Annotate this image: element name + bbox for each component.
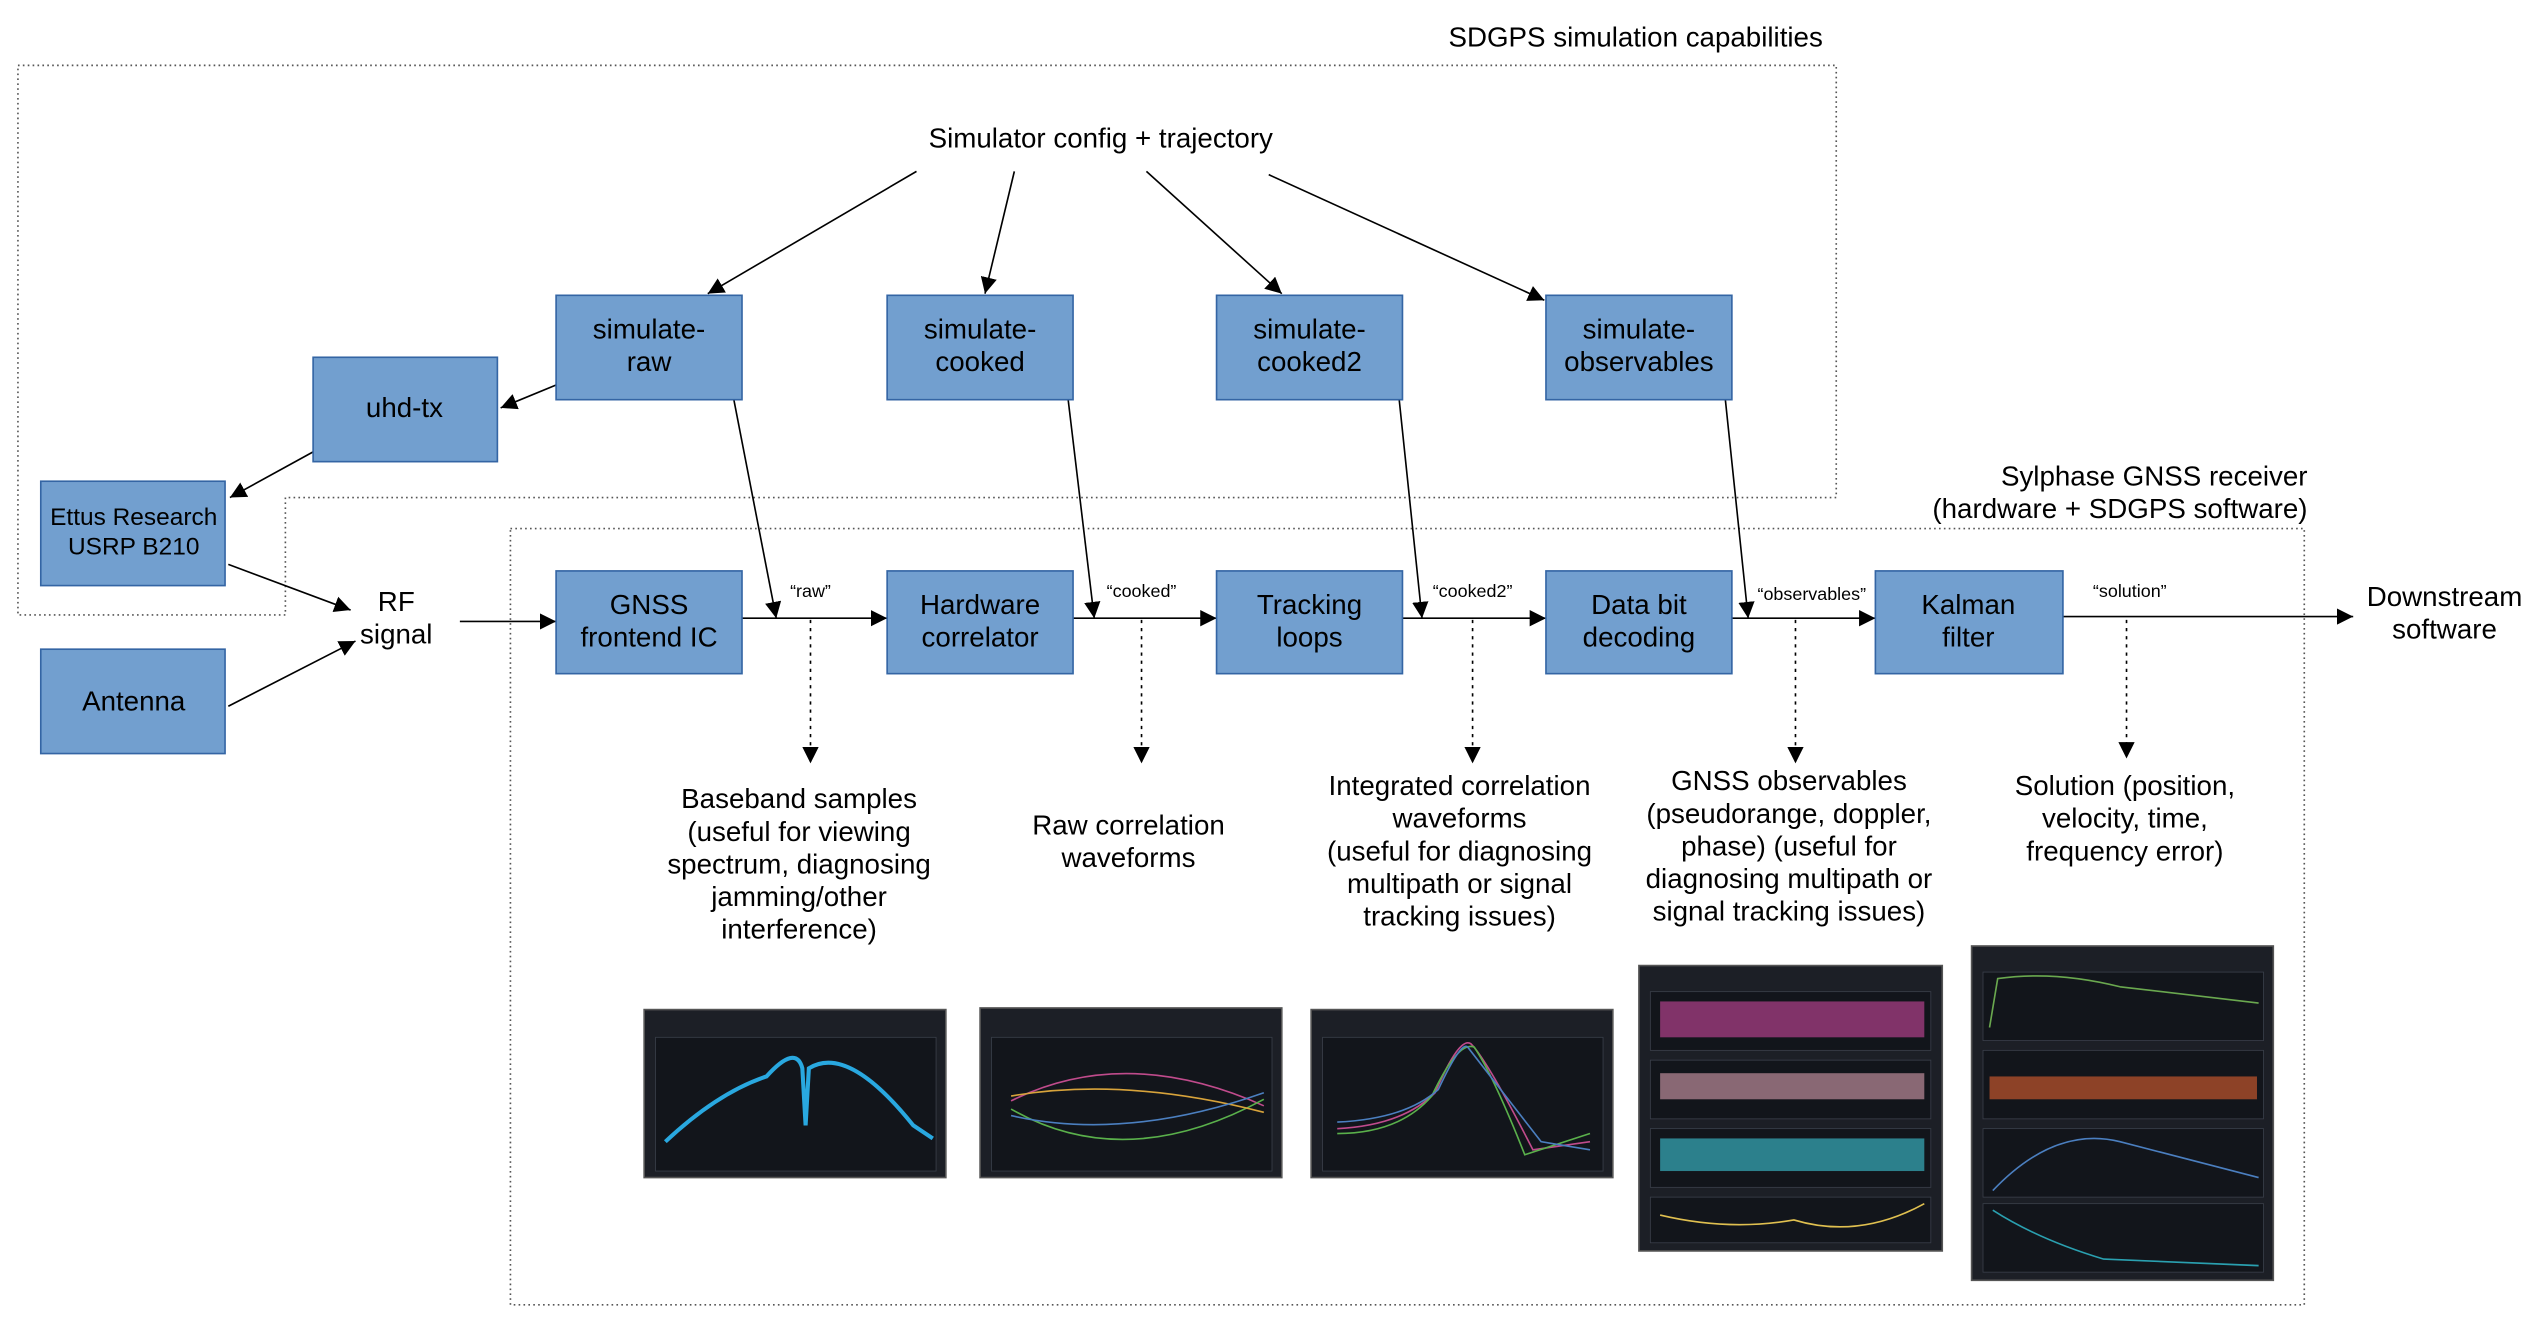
output-description: interference) — [721, 914, 877, 945]
node-box — [1215, 570, 1404, 675]
edge — [1724, 399, 1755, 619]
node-box — [555, 570, 743, 675]
output-description: phase) (useful for — [1681, 830, 1897, 861]
node-box — [1545, 294, 1733, 401]
thumbnail — [1970, 945, 2275, 1282]
edge — [229, 451, 314, 499]
node-label: Data bit — [1591, 589, 1687, 620]
edge — [1067, 399, 1101, 619]
group-title: (hardware + SDGPS software) — [1932, 493, 2307, 524]
node-label: Downstream — [2367, 581, 2523, 612]
node-label: simulate- — [1253, 314, 1365, 345]
node-label: loops — [1276, 622, 1342, 653]
node-label: Hardware — [920, 589, 1040, 620]
edge — [1398, 399, 1429, 619]
edge — [227, 640, 356, 707]
node-label: cooked2 — [1257, 346, 1362, 377]
node-label: RF — [378, 586, 415, 617]
node-label: GNSS — [610, 589, 689, 620]
node-box — [886, 570, 1074, 675]
node-label: signal — [360, 618, 432, 649]
output-description: velocity, time, — [2042, 803, 2208, 834]
node-label: raw — [627, 346, 673, 377]
node-box — [39, 480, 226, 587]
edge-label: “raw” — [790, 581, 831, 601]
output-description: Baseband samples — [681, 783, 917, 814]
edge — [980, 171, 1016, 294]
node-label: USRP B210 — [68, 534, 199, 561]
thumbnail — [1638, 964, 1944, 1252]
group-frame — [509, 527, 2306, 1306]
node-label: Tracking — [1257, 589, 1362, 620]
node-label: Ettus Research — [50, 504, 217, 531]
edge-label: “cooked2” — [1433, 581, 1513, 601]
output-descriptions: Baseband samples(useful for viewingspect… — [667, 765, 2235, 944]
output-description: Raw correlation — [1032, 809, 1225, 840]
node-label: simulate- — [593, 314, 705, 345]
output-description: frequency error) — [2026, 835, 2223, 866]
thumbnail — [979, 1007, 1283, 1179]
output-description: Integrated correlation — [1329, 770, 1591, 801]
edge-label: “solution” — [2093, 581, 2167, 601]
node-box — [312, 356, 499, 463]
group-title: SDGPS simulation capabilities — [1448, 22, 1822, 53]
node-label: Kalman — [1921, 589, 2015, 620]
node-box — [886, 294, 1074, 401]
thumbnail — [643, 1008, 947, 1179]
output-description: multipath or signal — [1347, 868, 1572, 899]
group-frame — [17, 64, 1838, 616]
node-label: decoding — [1583, 622, 1696, 653]
node-label: correlator — [922, 622, 1039, 653]
output-description: (useful for viewing — [687, 816, 910, 847]
node-box — [555, 294, 743, 401]
output-description: tracking issues) — [1363, 901, 1556, 932]
node-label: frontend IC — [580, 622, 717, 653]
output-description: (useful for diagnosing — [1327, 835, 1592, 866]
output-description: spectrum, diagnosing — [667, 848, 930, 879]
node-label: software — [2392, 614, 2497, 645]
edge — [1268, 173, 1545, 301]
edge — [500, 384, 557, 410]
output-description: signal tracking issues) — [1653, 896, 1926, 927]
node-label: simulate- — [1583, 314, 1695, 345]
node-box — [39, 648, 226, 755]
edge — [228, 563, 351, 612]
node-label: observables — [1564, 346, 1713, 377]
edge-label: “observables” — [1757, 584, 1866, 604]
node-box — [1874, 570, 2064, 675]
output-description: (pseudorange, doppler, — [1646, 798, 1931, 829]
output-description: jamming/other — [710, 881, 887, 912]
thumbnail — [1310, 1008, 1614, 1179]
output-description: waveforms — [1060, 842, 1195, 873]
node-box — [1215, 294, 1404, 401]
edge — [707, 170, 917, 295]
output-description: GNSS observables — [1671, 765, 1907, 796]
node-label: uhd-tx — [366, 392, 443, 423]
edge — [733, 399, 782, 619]
node-box — [1545, 570, 1733, 675]
group-title: Sylphase GNSS receiver — [2001, 460, 2308, 491]
edge — [1145, 170, 1283, 295]
node-label: filter — [1942, 622, 1994, 653]
node-label: Simulator config + trajectory — [929, 123, 1273, 154]
node-label: Antenna — [82, 685, 186, 716]
node-label: cooked — [935, 346, 1024, 377]
output-description: waveforms — [1392, 803, 1527, 834]
edge-label: “cooked” — [1107, 581, 1177, 601]
output-description: Solution (position, — [2015, 770, 2235, 801]
node-label: simulate- — [924, 314, 1036, 345]
output-description: diagnosing multipath or — [1646, 863, 1933, 894]
